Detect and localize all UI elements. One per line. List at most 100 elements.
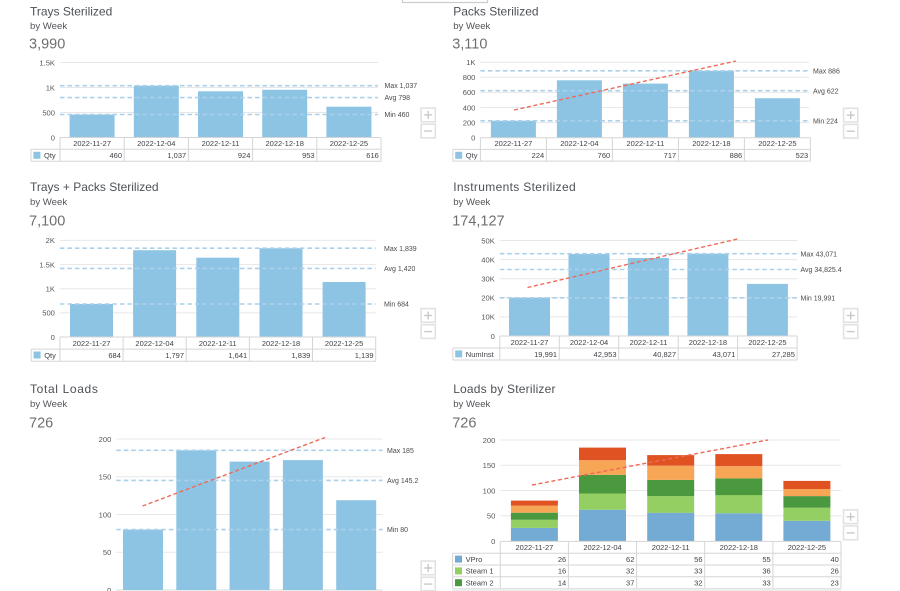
- svg-text:500: 500: [42, 309, 55, 318]
- svg-text:10K: 10K: [481, 313, 495, 322]
- svg-text:Trays Sterilized: Trays Sterilized: [30, 5, 112, 19]
- svg-text:Max 185: Max 185: [387, 448, 414, 455]
- svg-text:14: 14: [558, 578, 566, 587]
- svg-text:33: 33: [762, 578, 770, 587]
- svg-text:2022-12-25: 2022-12-25: [330, 139, 368, 148]
- svg-text:Steam 2: Steam 2: [466, 578, 494, 587]
- svg-text:Min 460: Min 460: [385, 112, 410, 119]
- svg-text:Trays + Packs Sterilized: Trays + Packs Sterilized: [30, 180, 159, 194]
- svg-text:2022-12-04: 2022-12-04: [583, 543, 621, 552]
- svg-text:2022-12-11: 2022-12-11: [202, 139, 240, 148]
- svg-text:500: 500: [42, 108, 55, 117]
- svg-text:Qty: Qty: [466, 151, 478, 160]
- svg-text:36: 36: [762, 567, 770, 576]
- svg-text:2022-12-11: 2022-12-11: [626, 139, 664, 148]
- svg-text:Avg 34,825.4: Avg 34,825.4: [801, 267, 842, 274]
- svg-text:62: 62: [626, 555, 634, 564]
- svg-text:200: 200: [483, 436, 496, 445]
- svg-text:3,110: 3,110: [452, 37, 487, 53]
- svg-text:50: 50: [103, 548, 111, 557]
- svg-text:42,953: 42,953: [594, 350, 617, 359]
- svg-text:Max 1,839: Max 1,839: [384, 246, 417, 253]
- svg-text:by Week: by Week: [30, 197, 67, 208]
- svg-text:by Week: by Week: [453, 399, 490, 410]
- svg-text:1,839: 1,839: [292, 351, 311, 360]
- svg-text:726: 726: [29, 415, 53, 431]
- svg-text:726: 726: [452, 415, 476, 431]
- svg-text:924: 924: [238, 151, 251, 160]
- svg-text:Loads by Sterilizer: Loads by Sterilizer: [453, 382, 556, 396]
- svg-text:1K: 1K: [46, 285, 55, 294]
- svg-text:by Week: by Week: [453, 197, 490, 208]
- svg-text:800: 800: [463, 73, 476, 82]
- svg-text:2022-12-18: 2022-12-18: [692, 139, 730, 148]
- svg-text:616: 616: [366, 151, 379, 160]
- svg-text:1.5K: 1.5K: [39, 260, 55, 269]
- svg-text:26: 26: [830, 567, 838, 576]
- svg-text:by Week: by Week: [30, 399, 67, 410]
- svg-text:50K: 50K: [481, 236, 495, 245]
- svg-text:2022-12-18: 2022-12-18: [266, 139, 304, 148]
- svg-text:717: 717: [664, 151, 677, 160]
- svg-text:0: 0: [491, 332, 495, 341]
- svg-text:2022-12-04: 2022-12-04: [560, 139, 598, 148]
- svg-text:2022-11-27: 2022-11-27: [73, 339, 111, 348]
- svg-text:2022-12-04: 2022-12-04: [137, 139, 175, 148]
- svg-text:2K: 2K: [46, 236, 55, 245]
- svg-text:2022-12-18: 2022-12-18: [720, 543, 758, 552]
- svg-text:2022-11-27: 2022-11-27: [494, 139, 532, 148]
- svg-text:2022-12-25: 2022-12-25: [758, 139, 796, 148]
- svg-text:30K: 30K: [481, 275, 495, 284]
- svg-text:Packs Sterilized: Packs Sterilized: [453, 5, 538, 19]
- svg-text:200: 200: [463, 118, 476, 127]
- svg-text:Min 19,991: Min 19,991: [801, 295, 836, 302]
- svg-text:Total Loads: Total Loads: [30, 382, 99, 396]
- svg-text:50: 50: [487, 512, 495, 521]
- svg-text:1K: 1K: [46, 83, 55, 92]
- svg-text:224: 224: [532, 151, 545, 160]
- svg-text:NumInst: NumInst: [466, 350, 495, 359]
- svg-text:0: 0: [107, 586, 111, 591]
- svg-text:886: 886: [730, 151, 743, 160]
- svg-text:150: 150: [99, 473, 112, 482]
- svg-text:Avg 145.2: Avg 145.2: [387, 478, 419, 485]
- svg-text:27,285: 27,285: [772, 350, 795, 359]
- svg-text:0: 0: [491, 537, 495, 546]
- svg-text:2022-12-25: 2022-12-25: [325, 339, 363, 348]
- svg-text:Max 886: Max 886: [813, 68, 840, 75]
- svg-text:460: 460: [109, 151, 122, 160]
- svg-text:by Week: by Week: [453, 21, 490, 32]
- svg-text:43,071: 43,071: [712, 350, 735, 359]
- svg-text:37: 37: [626, 578, 634, 587]
- svg-text:1,641: 1,641: [228, 351, 247, 360]
- svg-text:Avg 1,420: Avg 1,420: [384, 266, 416, 273]
- svg-text:56: 56: [694, 555, 702, 564]
- svg-text:Max 43,071: Max 43,071: [801, 251, 838, 258]
- svg-text:1,037: 1,037: [167, 151, 186, 160]
- svg-text:Min 224: Min 224: [813, 118, 838, 125]
- svg-text:26: 26: [558, 555, 566, 564]
- svg-text:953: 953: [302, 151, 315, 160]
- svg-text:2022-12-11: 2022-12-11: [199, 339, 237, 348]
- svg-text:Avg 622: Avg 622: [813, 88, 839, 95]
- svg-text:100: 100: [483, 486, 496, 495]
- svg-text:Steam 1: Steam 1: [466, 567, 494, 576]
- svg-text:600: 600: [463, 88, 476, 97]
- svg-text:1,139: 1,139: [355, 351, 374, 360]
- svg-text:0: 0: [51, 333, 55, 342]
- svg-text:33: 33: [694, 567, 702, 576]
- svg-text:Max 1,037: Max 1,037: [385, 83, 418, 90]
- svg-text:40: 40: [830, 555, 838, 564]
- svg-text:Qty: Qty: [44, 151, 56, 160]
- svg-text:23: 23: [830, 578, 838, 587]
- svg-text:55: 55: [762, 555, 770, 564]
- svg-text:Min 80: Min 80: [387, 527, 408, 534]
- svg-text:3,990: 3,990: [29, 37, 65, 53]
- svg-text:2022-12-25: 2022-12-25: [788, 543, 826, 552]
- svg-text:174,127: 174,127: [452, 213, 504, 229]
- svg-text:2022-12-04: 2022-12-04: [135, 339, 173, 348]
- svg-text:684: 684: [108, 351, 121, 360]
- svg-text:7,100: 7,100: [29, 213, 65, 229]
- svg-text:1.5K: 1.5K: [39, 58, 55, 67]
- svg-text:2022-11-27: 2022-11-27: [73, 139, 111, 148]
